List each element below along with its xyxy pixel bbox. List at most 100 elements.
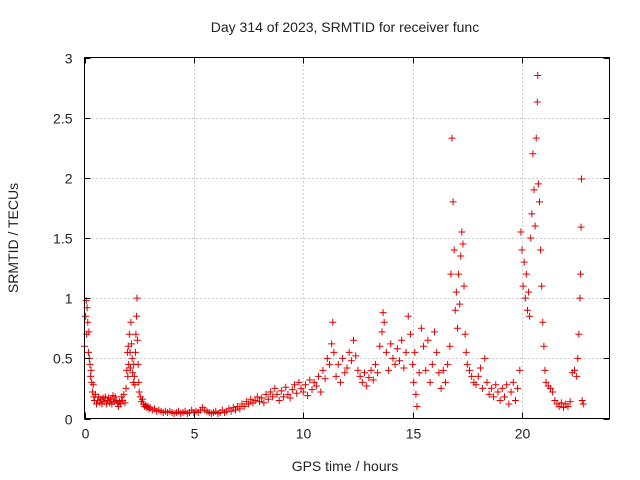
data-point (128, 354, 136, 362)
data-point (350, 336, 358, 344)
data-point (539, 318, 547, 326)
data-point (258, 394, 266, 402)
data-point (451, 306, 459, 314)
data-point (571, 366, 578, 374)
data-point (446, 342, 454, 350)
data-point (117, 400, 125, 408)
data-point (393, 345, 401, 353)
data-point (87, 366, 95, 374)
data-point (343, 364, 351, 372)
data-point (530, 186, 538, 194)
data-point (411, 348, 419, 356)
data-point (133, 312, 141, 320)
data-point (461, 330, 469, 338)
data-point (329, 318, 337, 326)
data-point (462, 348, 470, 356)
data-series (81, 72, 587, 418)
data-point (575, 330, 583, 338)
data-point (410, 378, 418, 386)
data-point (511, 396, 519, 404)
data-point (266, 388, 274, 396)
data-point (447, 270, 455, 278)
data-point (406, 330, 414, 338)
data-point (339, 354, 347, 362)
data-point (111, 393, 119, 401)
data-point (227, 407, 235, 415)
grid (84, 57, 610, 419)
data-point (282, 383, 290, 391)
data-point (503, 381, 511, 389)
y-tick-label: 2.5 (53, 111, 73, 127)
data-point (458, 228, 466, 236)
data-point (134, 360, 142, 368)
data-point (496, 396, 504, 404)
data-point (275, 396, 283, 404)
data-point (288, 386, 296, 394)
data-point (347, 357, 355, 365)
data-point (424, 336, 432, 344)
data-point (542, 378, 550, 386)
data-point (492, 381, 500, 389)
data-point (441, 378, 449, 386)
data-point (253, 393, 261, 401)
data-point (389, 354, 397, 362)
data-point (428, 360, 436, 368)
data-point (437, 384, 445, 392)
data-point (264, 395, 272, 403)
data-point (297, 384, 305, 392)
data-point (84, 348, 92, 356)
data-point (523, 306, 531, 314)
data-point (128, 340, 136, 348)
data-point (566, 398, 574, 406)
data-point (519, 282, 527, 290)
data-point (345, 348, 353, 356)
data-point (398, 336, 406, 344)
data-point (319, 366, 327, 374)
data-point (131, 381, 139, 389)
data-point (332, 372, 340, 380)
data-point (531, 222, 539, 230)
data-point (483, 378, 491, 386)
data-point (527, 234, 535, 242)
data-point (334, 360, 342, 368)
y-tick-label: 2 (65, 171, 73, 187)
data-point (557, 399, 565, 407)
data-point (256, 398, 263, 406)
data-point (301, 381, 309, 389)
data-point (505, 400, 513, 408)
data-point (101, 393, 109, 401)
data-point (466, 366, 473, 374)
data-point (522, 270, 530, 278)
data-point (533, 98, 541, 106)
data-point (379, 309, 387, 317)
data-point (526, 312, 534, 320)
data-point (240, 402, 248, 410)
data-point (476, 364, 484, 372)
data-point (310, 378, 318, 386)
data-point (295, 378, 303, 386)
data-point (326, 360, 333, 368)
data-point (564, 402, 572, 410)
data-point (498, 384, 506, 392)
data-point (251, 396, 259, 404)
data-point (371, 360, 379, 368)
data-point (417, 324, 425, 332)
data-point (457, 252, 465, 260)
data-point (374, 369, 382, 377)
data-point (577, 223, 585, 231)
data-point (521, 294, 529, 302)
data-point (133, 336, 141, 344)
data-point (578, 175, 585, 183)
data-point (555, 402, 563, 410)
data-point (422, 366, 430, 374)
data-point (291, 381, 298, 389)
data-point (560, 404, 568, 412)
y-axis-label: SRMTID / TECUs (5, 183, 21, 293)
data-point (456, 300, 464, 308)
data-point (435, 369, 443, 377)
data-point (367, 366, 375, 374)
data-point (126, 364, 134, 372)
data-point (402, 348, 410, 356)
data-point (293, 389, 301, 397)
x-tick-label: 15 (406, 426, 422, 442)
